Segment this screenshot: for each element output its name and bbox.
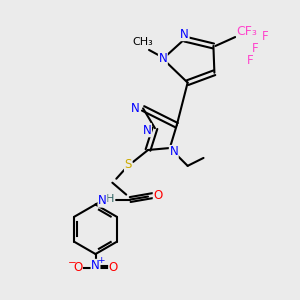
Text: O: O — [109, 261, 118, 274]
Text: N: N — [91, 260, 100, 272]
Text: N: N — [169, 146, 178, 158]
Text: −: − — [68, 258, 77, 268]
Text: CF₃: CF₃ — [237, 25, 257, 38]
Text: O: O — [153, 189, 163, 202]
Text: CH₃: CH₃ — [133, 37, 153, 47]
Text: F: F — [252, 42, 258, 56]
Text: F: F — [247, 54, 253, 67]
Text: N: N — [180, 28, 189, 40]
Text: +: + — [97, 256, 104, 266]
Text: N: N — [131, 102, 140, 115]
Text: F: F — [262, 30, 268, 43]
Text: N: N — [98, 194, 107, 207]
Text: O: O — [73, 261, 82, 274]
Text: N: N — [143, 124, 152, 137]
Text: S: S — [124, 158, 132, 171]
Text: N: N — [158, 52, 167, 65]
Text: H: H — [106, 194, 115, 203]
